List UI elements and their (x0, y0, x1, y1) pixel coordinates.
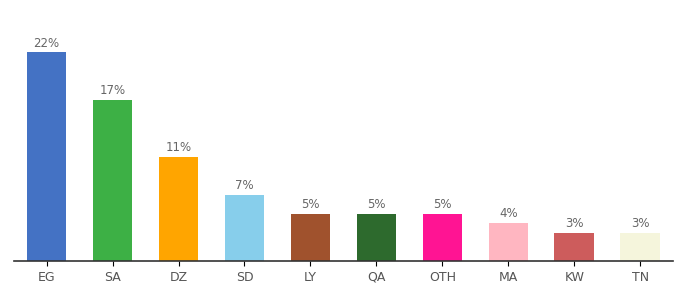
Text: 17%: 17% (99, 84, 126, 97)
Text: 4%: 4% (499, 207, 517, 220)
Bar (356, 214, 396, 261)
Text: 5%: 5% (301, 198, 320, 211)
Text: 22%: 22% (33, 37, 60, 50)
Bar (92, 100, 133, 261)
Bar (620, 232, 660, 261)
Text: 5%: 5% (367, 198, 386, 211)
Bar (27, 52, 67, 261)
Text: 3%: 3% (565, 217, 583, 230)
Text: 7%: 7% (235, 179, 254, 192)
Bar (554, 232, 594, 261)
Bar (224, 195, 265, 261)
Bar (488, 223, 528, 261)
Bar (290, 214, 330, 261)
Text: 3%: 3% (631, 217, 649, 230)
Bar (158, 157, 199, 261)
Bar (422, 214, 462, 261)
Text: 11%: 11% (165, 141, 192, 154)
Text: 5%: 5% (433, 198, 452, 211)
